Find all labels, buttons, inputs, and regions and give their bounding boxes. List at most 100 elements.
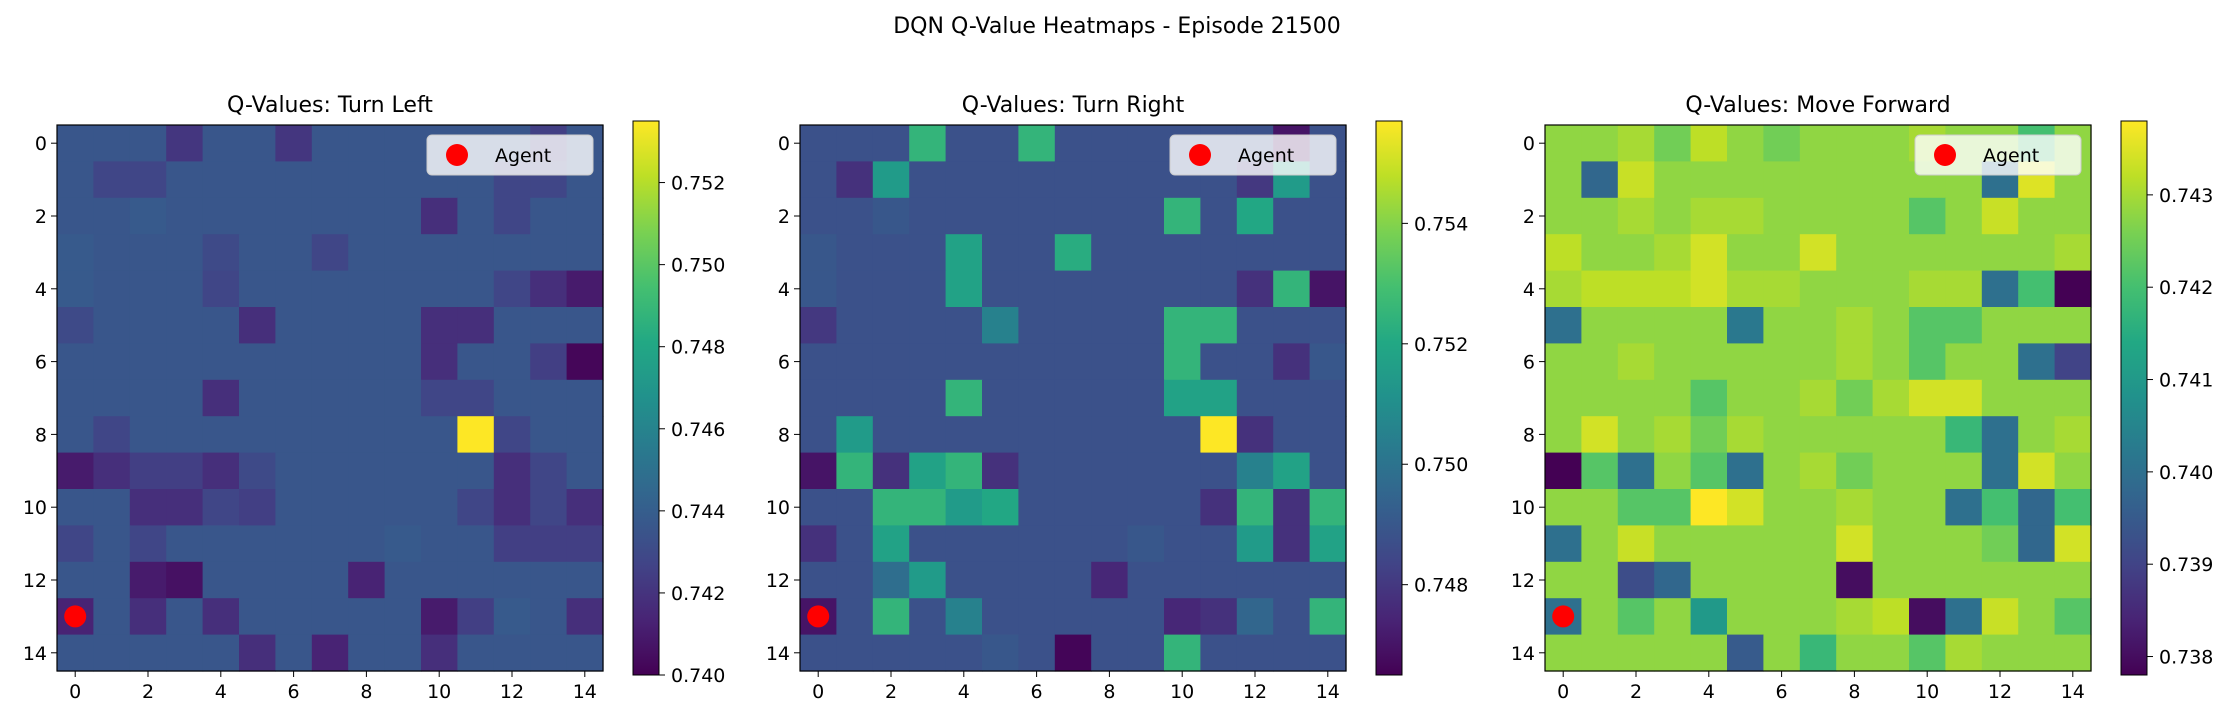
heatmap-cell [800, 270, 837, 308]
heatmap-cell [1945, 525, 1983, 563]
y-tick-label: 14 [766, 643, 790, 665]
heatmap-cell [1273, 525, 1311, 563]
heatmap-cell [1236, 525, 1274, 563]
heatmap-cell [1581, 525, 1619, 563]
colorbar-tick-label: 0.754 [1414, 213, 1468, 235]
heatmap-cell [166, 270, 204, 308]
heatmap-cell [1727, 197, 1764, 235]
heatmap-cell [348, 598, 386, 636]
heatmap-cell [239, 379, 276, 417]
heatmap-cell [311, 161, 349, 199]
heatmap-cell [1127, 489, 1165, 526]
heatmap-cell [1763, 525, 1801, 563]
heatmap-cell [93, 489, 131, 526]
heatmap-cell [1690, 379, 1728, 417]
colorbar-tick-label: 0.748 [1414, 575, 1468, 597]
heatmap-cell [872, 307, 910, 344]
heatmap-cell [1581, 598, 1619, 636]
heatmap-cell [1054, 416, 1092, 454]
colorbar-tick-label: 0.738 [2159, 647, 2213, 669]
legend-box [426, 134, 594, 176]
heatmap-cell [493, 489, 531, 526]
colorbar-gradient [632, 120, 660, 676]
heatmap-cell [1018, 452, 1056, 490]
heatmap-cell [1945, 416, 1983, 454]
heatmap-cell [872, 416, 910, 454]
heatmap-cell [57, 161, 94, 199]
heatmap-cell [348, 125, 386, 162]
heatmap-cell [1091, 379, 1129, 417]
heatmap-cell [1763, 125, 1801, 162]
heatmap-cell [1763, 416, 1801, 454]
heatmap-cell [872, 234, 910, 272]
legend-agent-marker [1189, 144, 1211, 166]
heatmap-cell [57, 489, 94, 526]
heatmap-cell [166, 452, 204, 490]
heatmap-cell [129, 270, 167, 308]
heatmap-cell [1236, 561, 1274, 599]
heatmap-cell [566, 197, 604, 235]
heatmap-cell [1909, 197, 1946, 235]
y-tick-label: 8 [35, 424, 47, 446]
heatmap-cell [202, 125, 240, 162]
heatmap-cell [1945, 379, 1983, 417]
heatmap-cell [909, 598, 947, 636]
colorbar: 0.738 0.739 0.740 0.741 0.742 0.743 [2120, 120, 2213, 676]
x-tick-label: 10 [1170, 681, 1194, 703]
heatmap-cell [457, 634, 495, 672]
heatmap-cell [166, 125, 204, 162]
heatmap-cell [1236, 634, 1274, 672]
heatmap-cell [1654, 270, 1692, 308]
heatmap-cell [800, 161, 837, 199]
heatmap-cell [2018, 197, 2056, 235]
heatmap-cell [836, 197, 874, 235]
heatmap-cell [1091, 598, 1129, 636]
heatmap-cell [1018, 561, 1056, 599]
heatmap-cell [1309, 525, 1347, 563]
y-tick-label: 14 [23, 643, 47, 665]
heatmap-panel-1: Q-Values: Turn Right 0 2 4 6 8 10 12 14 0 2 4 6 8 10 12… [766, 93, 1469, 703]
heatmap-cell [1690, 489, 1728, 526]
heatmap-cell [872, 161, 910, 199]
heatmap-cell [493, 343, 531, 381]
heatmap-cell [1654, 234, 1692, 272]
heatmap-cells [57, 125, 604, 672]
heatmap-cell [1799, 125, 1837, 162]
heatmap-cell [1018, 379, 1056, 417]
heatmap-cell [1545, 379, 1582, 417]
heatmap-cell [1581, 452, 1619, 490]
heatmap-cell [1690, 270, 1728, 308]
heatmap-cell [1273, 634, 1311, 672]
heatmap-cell [1727, 270, 1764, 308]
heatmap-cell [239, 125, 276, 162]
heatmap-cell [275, 416, 313, 454]
heatmap-cell [1127, 452, 1165, 490]
heatmap-cell [93, 561, 131, 599]
heatmap-cell [909, 125, 947, 162]
heatmap-cell [57, 270, 94, 308]
heatmap-cell [836, 307, 874, 344]
heatmap-cell [872, 598, 910, 636]
heatmap-cell [93, 452, 131, 490]
heatmap-cell [166, 561, 204, 599]
heatmap-cell [2018, 525, 2056, 563]
y-tick-label: 2 [1523, 206, 1535, 228]
heatmap-cell [945, 161, 983, 199]
heatmap-cell [1309, 452, 1347, 490]
heatmap-cell [1909, 598, 1946, 636]
heatmap-cell [1091, 270, 1129, 308]
legend-box [1169, 134, 1337, 176]
heatmap-cell [1581, 634, 1619, 672]
heatmap-cell [493, 234, 531, 272]
heatmap-cell [1763, 307, 1801, 344]
heatmap-cell [800, 416, 837, 454]
heatmap-cell [945, 598, 983, 636]
heatmap-cell [2054, 452, 2092, 490]
heatmap-cell [982, 270, 1019, 308]
heatmap-cell [129, 416, 167, 454]
colorbar-tick-label: 0.739 [2159, 554, 2213, 576]
heatmap-cell [800, 561, 837, 599]
heatmap-cell [57, 125, 94, 162]
y-tick-label: 10 [23, 497, 47, 519]
heatmap-cell [166, 343, 204, 381]
